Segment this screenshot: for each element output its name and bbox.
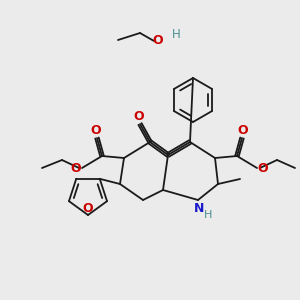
Text: O: O [258, 163, 268, 176]
Text: O: O [238, 124, 248, 137]
Text: O: O [71, 163, 81, 176]
Text: O: O [134, 110, 144, 124]
Text: O: O [153, 34, 163, 47]
Text: N: N [194, 202, 204, 214]
Text: H: H [172, 28, 180, 40]
Text: O: O [91, 124, 101, 137]
Text: O: O [83, 202, 93, 215]
Text: H: H [204, 210, 212, 220]
